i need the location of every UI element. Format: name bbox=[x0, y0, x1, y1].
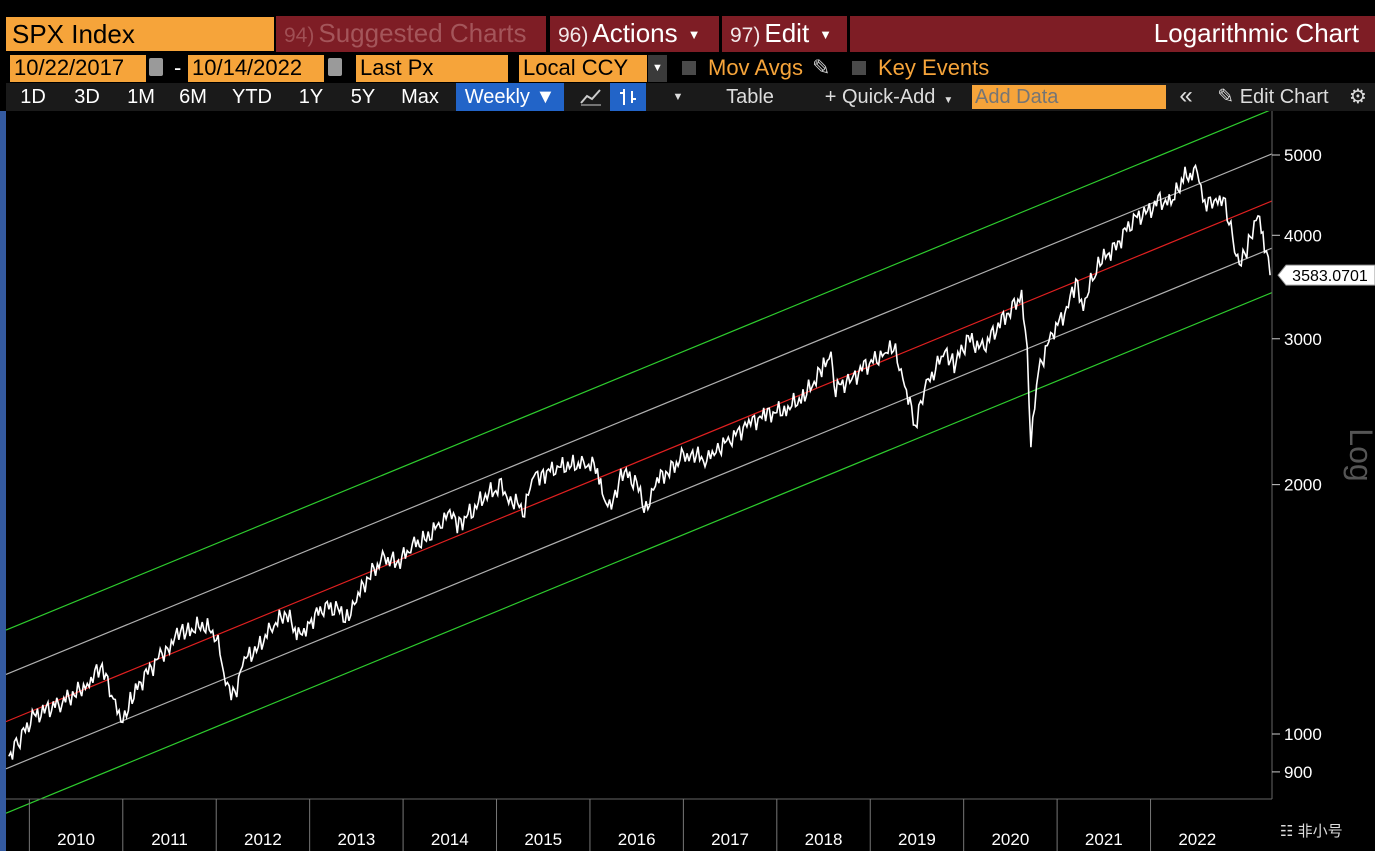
period-tab[interactable]: 6M bbox=[179, 86, 207, 108]
title-bar: SPX Index 94) Suggested Charts 96) Actions… bbox=[6, 16, 1375, 52]
chevron-down-icon[interactable]: ▼ bbox=[648, 55, 667, 82]
x-tick-label: 2021 bbox=[1085, 830, 1123, 849]
x-tick-label: 2014 bbox=[431, 830, 469, 849]
period-tab[interactable]: YTD bbox=[232, 86, 272, 108]
period-tab[interactable]: 1M bbox=[127, 86, 155, 108]
x-tick-label: 2013 bbox=[337, 830, 375, 849]
x-tick-label: 2019 bbox=[898, 830, 936, 849]
x-tick-label: 2020 bbox=[991, 830, 1029, 849]
period-tab[interactable]: 1D bbox=[20, 86, 46, 108]
quick-add-button[interactable]: + Quick-Add ▼ bbox=[814, 83, 964, 111]
period-toolbar: 1D 3D 1M 6M YTD 1Y 5Y Max Weekly ▼ ▼ Tab… bbox=[6, 83, 1375, 111]
line-chart-icon[interactable] bbox=[574, 83, 608, 111]
period-tab[interactable]: 1Y bbox=[298, 86, 324, 108]
calendar-icon[interactable] bbox=[328, 58, 342, 76]
y-axis-label: Log bbox=[1343, 428, 1375, 481]
watermark-text: 非小号 bbox=[1297, 823, 1343, 840]
pencil-icon[interactable]: ✎ bbox=[812, 55, 831, 80]
x-tick-label: 2016 bbox=[618, 830, 656, 849]
chevron-down-icon: ▼ bbox=[819, 27, 833, 43]
actions-button[interactable]: 96) Actions ▼ bbox=[550, 16, 719, 52]
x-tick-label: 2011 bbox=[151, 830, 188, 849]
lower-band-line bbox=[5, 247, 1273, 770]
mov-avgs-checkbox[interactable] bbox=[682, 61, 696, 75]
parameters-bar: 10/22/2017 - 10/14/2022 Last Px Local CC… bbox=[6, 55, 1375, 82]
upper-band-line bbox=[5, 153, 1273, 676]
collapse-button[interactable]: « bbox=[1179, 82, 1193, 109]
y-tick-label: 3000 bbox=[1284, 330, 1322, 349]
x-axis: 2010 2011 2012 2013 2014 2015 2016 2017 2018 2019… bbox=[6, 798, 1272, 851]
edit-chart-button[interactable]: ✎ Edit Chart bbox=[1208, 83, 1338, 111]
price-chart[interactable]: 900 1000 2000 3000 4000 5000 2010 2011 2012 2013… bbox=[0, 111, 1375, 851]
price-line bbox=[8, 163, 1271, 760]
suggested-charts-label: Suggested Charts bbox=[318, 18, 527, 48]
bar-chart-icon[interactable] bbox=[610, 83, 646, 111]
mov-avgs-label[interactable]: Mov Avgs bbox=[708, 55, 803, 80]
chevron-down-icon[interactable]: ▼ bbox=[672, 91, 684, 103]
end-date-field[interactable]: 10/14/2022 bbox=[188, 55, 324, 82]
key-events-checkbox[interactable] bbox=[852, 61, 866, 75]
period-tab[interactable]: 3D bbox=[74, 86, 100, 108]
x-tick-label: 2022 bbox=[1178, 830, 1216, 849]
x-tick-label: 2017 bbox=[711, 830, 749, 849]
x-tick-label: 2010 bbox=[57, 830, 95, 849]
regression-channel bbox=[5, 111, 1273, 814]
gear-icon[interactable]: ⚙ bbox=[1349, 86, 1367, 108]
watermark: ☷ 非小号 bbox=[1280, 820, 1343, 841]
actions-number: 96) bbox=[558, 24, 589, 47]
y-axis: 900 1000 2000 3000 4000 5000 bbox=[1271, 111, 1322, 799]
date-separator: - bbox=[174, 55, 182, 80]
chart-background bbox=[6, 111, 1375, 851]
last-price-tag bbox=[1277, 264, 1375, 286]
price-field-select[interactable]: Last Px bbox=[356, 55, 508, 82]
suggested-charts-number: 94) bbox=[284, 24, 315, 47]
chevron-down-icon: ▼ bbox=[687, 27, 701, 43]
chart-title-bar: Logarithmic Chart bbox=[850, 16, 1375, 52]
edit-chart-label: Edit Chart bbox=[1239, 86, 1329, 108]
currency-select[interactable]: Local CCY bbox=[519, 55, 647, 82]
edit-label: Edit bbox=[764, 18, 810, 48]
edit-button[interactable]: 97) Edit ▼ bbox=[722, 16, 847, 52]
last-price-label: 3583.0701 bbox=[1277, 264, 1375, 286]
price-series bbox=[8, 163, 1271, 760]
x-tick-label: 2012 bbox=[244, 830, 282, 849]
frequency-select[interactable]: Weekly ▼ bbox=[456, 83, 564, 111]
y-tick-label: 2000 bbox=[1284, 476, 1322, 495]
suggested-charts-button[interactable]: 94) Suggested Charts bbox=[276, 16, 546, 52]
x-tick-label: 2018 bbox=[805, 830, 843, 849]
pencil-icon: ✎ bbox=[1217, 86, 1240, 108]
period-tab[interactable]: 5Y bbox=[350, 86, 376, 108]
period-tab[interactable]: Max bbox=[401, 86, 439, 108]
actions-label: Actions bbox=[592, 18, 678, 48]
chevron-down-icon: ▼ bbox=[943, 95, 954, 106]
last-price-value: 3583.0701 bbox=[1292, 268, 1368, 285]
add-data-input[interactable] bbox=[972, 85, 1166, 109]
table-button[interactable]: Table bbox=[726, 86, 774, 108]
chart-title: Logarithmic Chart bbox=[1153, 18, 1359, 48]
y-tick-label: 1000 bbox=[1284, 725, 1322, 744]
calendar-icon[interactable] bbox=[149, 58, 163, 76]
y-tick-label: 5000 bbox=[1284, 146, 1322, 165]
start-date-field[interactable]: 10/22/2017 bbox=[10, 55, 146, 82]
y-tick-label: 900 bbox=[1284, 763, 1312, 782]
regression-line bbox=[5, 200, 1273, 723]
lower-channel-line bbox=[5, 292, 1273, 814]
logo-icon: ☷ bbox=[1280, 823, 1298, 840]
key-events-label[interactable]: Key Events bbox=[878, 55, 990, 80]
y-tick-label: 4000 bbox=[1284, 226, 1322, 245]
upper-channel-line bbox=[5, 111, 1270, 631]
quick-add-label: + Quick-Add bbox=[824, 86, 936, 108]
edit-number: 97) bbox=[730, 24, 761, 47]
ticker-field[interactable]: SPX Index bbox=[6, 17, 274, 51]
x-tick-label: 2015 bbox=[524, 830, 562, 849]
window-edge bbox=[0, 111, 6, 851]
